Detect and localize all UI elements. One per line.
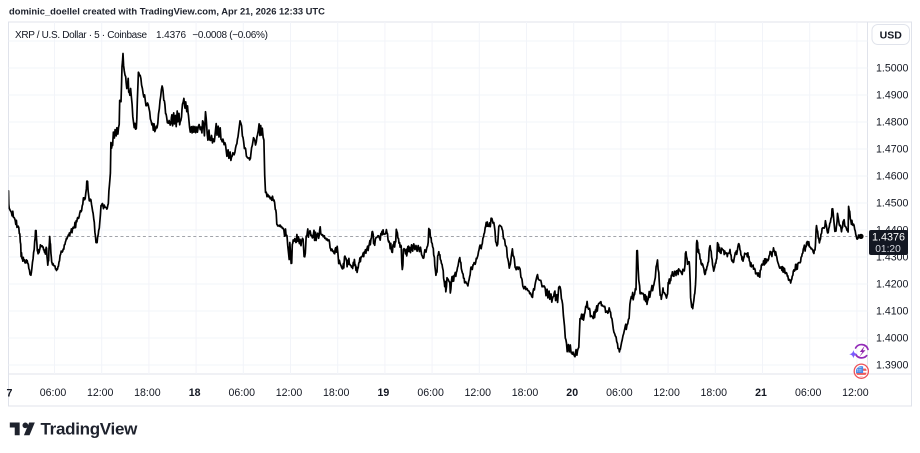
svg-text:18: 18 [189,387,201,399]
svg-text:18:00: 18:00 [134,387,161,399]
svg-text:1.4800: 1.4800 [876,117,909,129]
svg-text:06:00: 06:00 [40,387,67,399]
svg-text:1.4700: 1.4700 [876,144,909,156]
svg-text:XRP / U.S. Dollar · 5 · Coinba: XRP / U.S. Dollar · 5 · Coinbase [15,30,148,41]
svg-text:18:00: 18:00 [701,387,728,399]
svg-text:1.5000: 1.5000 [876,63,909,75]
svg-text:12:00: 12:00 [653,387,680,399]
svg-text:1.4200: 1.4200 [876,279,909,291]
svg-text:1.3900: 1.3900 [876,360,909,372]
svg-text:7: 7 [7,388,13,400]
svg-text:06:00: 06:00 [417,387,444,399]
svg-text:06:00: 06:00 [229,387,256,399]
svg-text:1.4900: 1.4900 [876,90,909,102]
svg-text:1.4000: 1.4000 [876,333,909,345]
svg-text:06:00: 06:00 [795,387,822,399]
svg-text:12:00: 12:00 [842,387,869,399]
svg-text:19: 19 [378,387,390,399]
svg-text:−0.0008 (−0.06%): −0.0008 (−0.06%) [192,30,267,41]
svg-text:12:00: 12:00 [276,387,303,399]
svg-text:18:00: 18:00 [512,387,539,399]
svg-text:USD: USD [880,29,903,41]
svg-text:21: 21 [755,387,767,399]
svg-text:1.4600: 1.4600 [876,171,909,183]
svg-text:1.4376: 1.4376 [872,232,905,244]
svg-text:1.4100: 1.4100 [876,306,909,318]
svg-text:dominic_doellel created with T: dominic_doellel created with TradingView… [9,5,325,16]
svg-text:18:00: 18:00 [323,387,350,399]
svg-text:1.4376: 1.4376 [156,30,187,41]
svg-text:01:20: 01:20 [875,244,901,255]
svg-text:20: 20 [566,387,578,399]
svg-text:TradingView: TradingView [41,420,139,439]
svg-text:12:00: 12:00 [465,387,492,399]
svg-text:06:00: 06:00 [606,387,633,399]
svg-text:1.4500: 1.4500 [876,198,909,210]
svg-text:12:00: 12:00 [87,387,114,399]
